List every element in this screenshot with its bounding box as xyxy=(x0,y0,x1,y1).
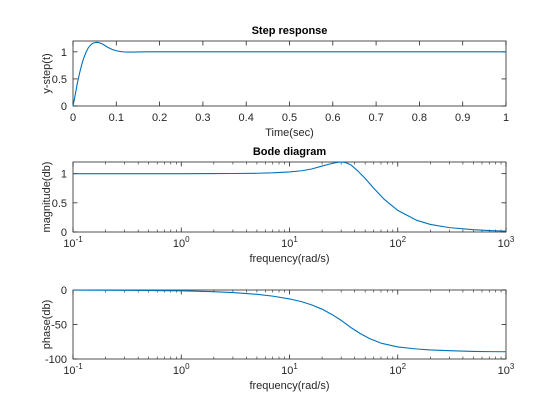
x-tick-label: 0.6 xyxy=(325,112,340,124)
x-tick-label: 0.4 xyxy=(239,112,254,124)
series-line xyxy=(72,289,507,353)
chart-title: Bode diagram xyxy=(253,146,327,158)
series-line xyxy=(72,41,506,107)
y-tick-label: -100 xyxy=(45,354,67,366)
y-tick-label: 1 xyxy=(61,169,67,181)
x-tick-label: 0.9 xyxy=(455,112,470,124)
x-tick-exponent: 0 xyxy=(185,235,190,244)
y-tick-label: 0 xyxy=(61,101,67,113)
x-tick-exponent: 3 xyxy=(510,362,515,371)
x-tick-label: 0.7 xyxy=(368,112,383,124)
x-tick-exponent: -1 xyxy=(76,362,84,371)
y-axis-label: phase(db) xyxy=(41,300,53,350)
plots-container: 0 0.1 0.2 0.3 0.4 0.5 0.6 0.7 0.8 0.9 1 0 0.5 1 Step r… xyxy=(41,25,515,392)
series-line xyxy=(73,161,507,232)
x-tick-exponent: 1 xyxy=(293,362,298,371)
y-tick-label: -50 xyxy=(51,320,67,332)
x-tick-label: 0.2 xyxy=(152,112,167,124)
x-tick-label: 0.5 xyxy=(282,112,297,124)
x-tick-label: 0.3 xyxy=(195,112,210,124)
y-axis-label: magnitude(db) xyxy=(41,162,53,233)
x-tick-exponent: 2 xyxy=(402,362,407,371)
y-tick-label: 1 xyxy=(61,47,67,59)
x-tick-label: 1 xyxy=(503,112,509,124)
x-tick-exponent: 2 xyxy=(402,235,407,244)
y-tick-label: 0.5 xyxy=(52,198,67,210)
y-tick-label: 0 xyxy=(61,285,67,297)
x-tick-label: 0.8 xyxy=(412,112,427,124)
x-tick-label: 0.1 xyxy=(109,112,124,124)
x-tick-exponent: 1 xyxy=(293,235,298,244)
x-tick-label: 0 xyxy=(70,112,76,124)
x-tick-exponent: 3 xyxy=(510,235,515,244)
y-tick-label: 0 xyxy=(61,227,67,239)
x-axis-label: frequency(rad/s) xyxy=(249,380,329,392)
x-tick-exponent: -1 xyxy=(76,235,84,244)
x-tick-exponent: 0 xyxy=(185,362,190,371)
y-axis-label: y-step(t) xyxy=(41,53,53,93)
step-response-plot: 0 0.1 0.2 0.3 0.4 0.5 0.6 0.7 0.8 0.9 1 0 0.5 1 Step r… xyxy=(41,25,509,139)
x-axis-label: frequency(rad/s) xyxy=(249,253,329,265)
y-tick-label: 0.5 xyxy=(52,74,67,86)
chart-title: Step response xyxy=(252,25,328,37)
axes-box xyxy=(72,289,507,360)
axes-box xyxy=(72,40,507,107)
axes-box xyxy=(72,161,507,233)
x-axis-label: Time(sec) xyxy=(265,127,313,139)
